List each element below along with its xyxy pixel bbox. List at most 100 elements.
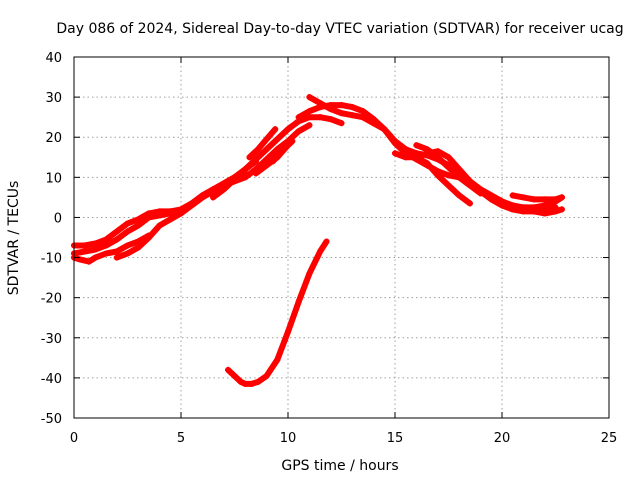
- data-point: [558, 194, 565, 201]
- data-point: [445, 164, 452, 171]
- y-tick-label: 0: [54, 211, 62, 226]
- data-point: [558, 206, 565, 213]
- y-tick-label: -50: [41, 412, 62, 427]
- data-point: [306, 108, 313, 115]
- data-point: [274, 136, 281, 143]
- data-point: [246, 154, 253, 161]
- data-point: [255, 146, 262, 153]
- data-point: [135, 244, 142, 251]
- data-point: [263, 162, 270, 169]
- data-point: [392, 138, 398, 145]
- data-point: [167, 210, 174, 217]
- x-axis-label: GPS time / hours: [281, 458, 398, 474]
- data-point: [92, 240, 99, 247]
- series-group: [71, 94, 565, 387]
- data-point: [289, 138, 296, 145]
- data-point: [338, 102, 345, 109]
- data-point: [263, 156, 270, 163]
- series-track-7: [270, 138, 296, 165]
- data-point: [272, 126, 279, 133]
- series-track-13: [413, 142, 484, 197]
- data-point: [242, 166, 249, 173]
- data-point: [295, 128, 302, 135]
- data-point: [237, 378, 244, 385]
- data-point: [113, 254, 120, 261]
- data-point: [413, 142, 420, 149]
- data-point: [456, 166, 463, 173]
- data-point: [85, 258, 92, 265]
- plot-frame: [73, 56, 610, 419]
- chart-title: Day 086 of 2024, Sidereal Day-to-day VTE…: [56, 21, 623, 37]
- series-track-5: [210, 158, 259, 201]
- data-point: [445, 172, 452, 179]
- y-tick-label: -40: [41, 372, 62, 387]
- data-point: [381, 126, 388, 133]
- data-point: [135, 216, 142, 223]
- data-point: [349, 112, 356, 119]
- data-point: [552, 208, 559, 215]
- data-point: [445, 182, 452, 189]
- series-track-15: [225, 238, 330, 387]
- data-point: [402, 154, 409, 161]
- data-point: [509, 192, 516, 199]
- y-axis-label: SDTVAR / TECUs: [6, 181, 22, 296]
- data-point: [509, 204, 516, 211]
- data-point: [306, 122, 313, 129]
- data-point: [231, 176, 238, 183]
- y-tick-label: -30: [41, 332, 62, 347]
- data-point: [541, 196, 548, 203]
- data-point: [278, 148, 285, 155]
- data-point: [392, 150, 398, 157]
- data-point: [274, 356, 281, 363]
- x-tick-label: 20: [494, 431, 511, 446]
- data-point: [270, 158, 277, 165]
- data-point: [145, 234, 152, 241]
- data-point: [225, 366, 232, 373]
- x-tick-label: 10: [280, 431, 297, 446]
- data-point: [359, 114, 366, 121]
- data-point: [456, 174, 463, 181]
- data-point: [92, 254, 99, 261]
- y-tick-label: 10: [45, 171, 62, 186]
- data-point: [124, 250, 131, 257]
- data-point: [445, 154, 452, 161]
- data-point: [77, 256, 84, 263]
- data-point: [477, 190, 484, 197]
- data-point: [306, 94, 313, 101]
- y-tick-label: 20: [45, 131, 62, 146]
- grid: [74, 57, 609, 418]
- y-tick-label: -20: [41, 292, 62, 307]
- data-point: [317, 100, 324, 107]
- data-point: [263, 372, 270, 379]
- data-point: [466, 182, 473, 189]
- data-point: [103, 236, 110, 243]
- data-point: [81, 248, 88, 255]
- data-point: [248, 380, 255, 387]
- data-point: [103, 250, 110, 257]
- data-point: [338, 120, 345, 127]
- data-point: [370, 120, 377, 127]
- data-point: [199, 194, 206, 201]
- data-point: [252, 170, 259, 177]
- data-point: [434, 154, 441, 161]
- series-track-8: [246, 126, 279, 161]
- data-point: [327, 116, 334, 123]
- data-point: [552, 196, 559, 203]
- data-point: [210, 194, 217, 201]
- data-point: [92, 246, 99, 253]
- data-point: [113, 248, 120, 255]
- data-point: [323, 238, 330, 245]
- axis-ticks: 0 5 10 15 20 25 -50 -40 -30 -20 -10 0 10 20 30 40: [41, 51, 618, 446]
- data-point: [520, 206, 527, 213]
- data-point: [81, 242, 88, 249]
- data-point: [327, 106, 334, 113]
- data-point: [499, 202, 505, 209]
- data-point: [434, 148, 441, 155]
- data-point: [295, 114, 302, 121]
- data-point: [274, 146, 281, 153]
- data-point: [167, 216, 174, 223]
- data-point: [145, 214, 152, 221]
- data-point: [466, 200, 473, 207]
